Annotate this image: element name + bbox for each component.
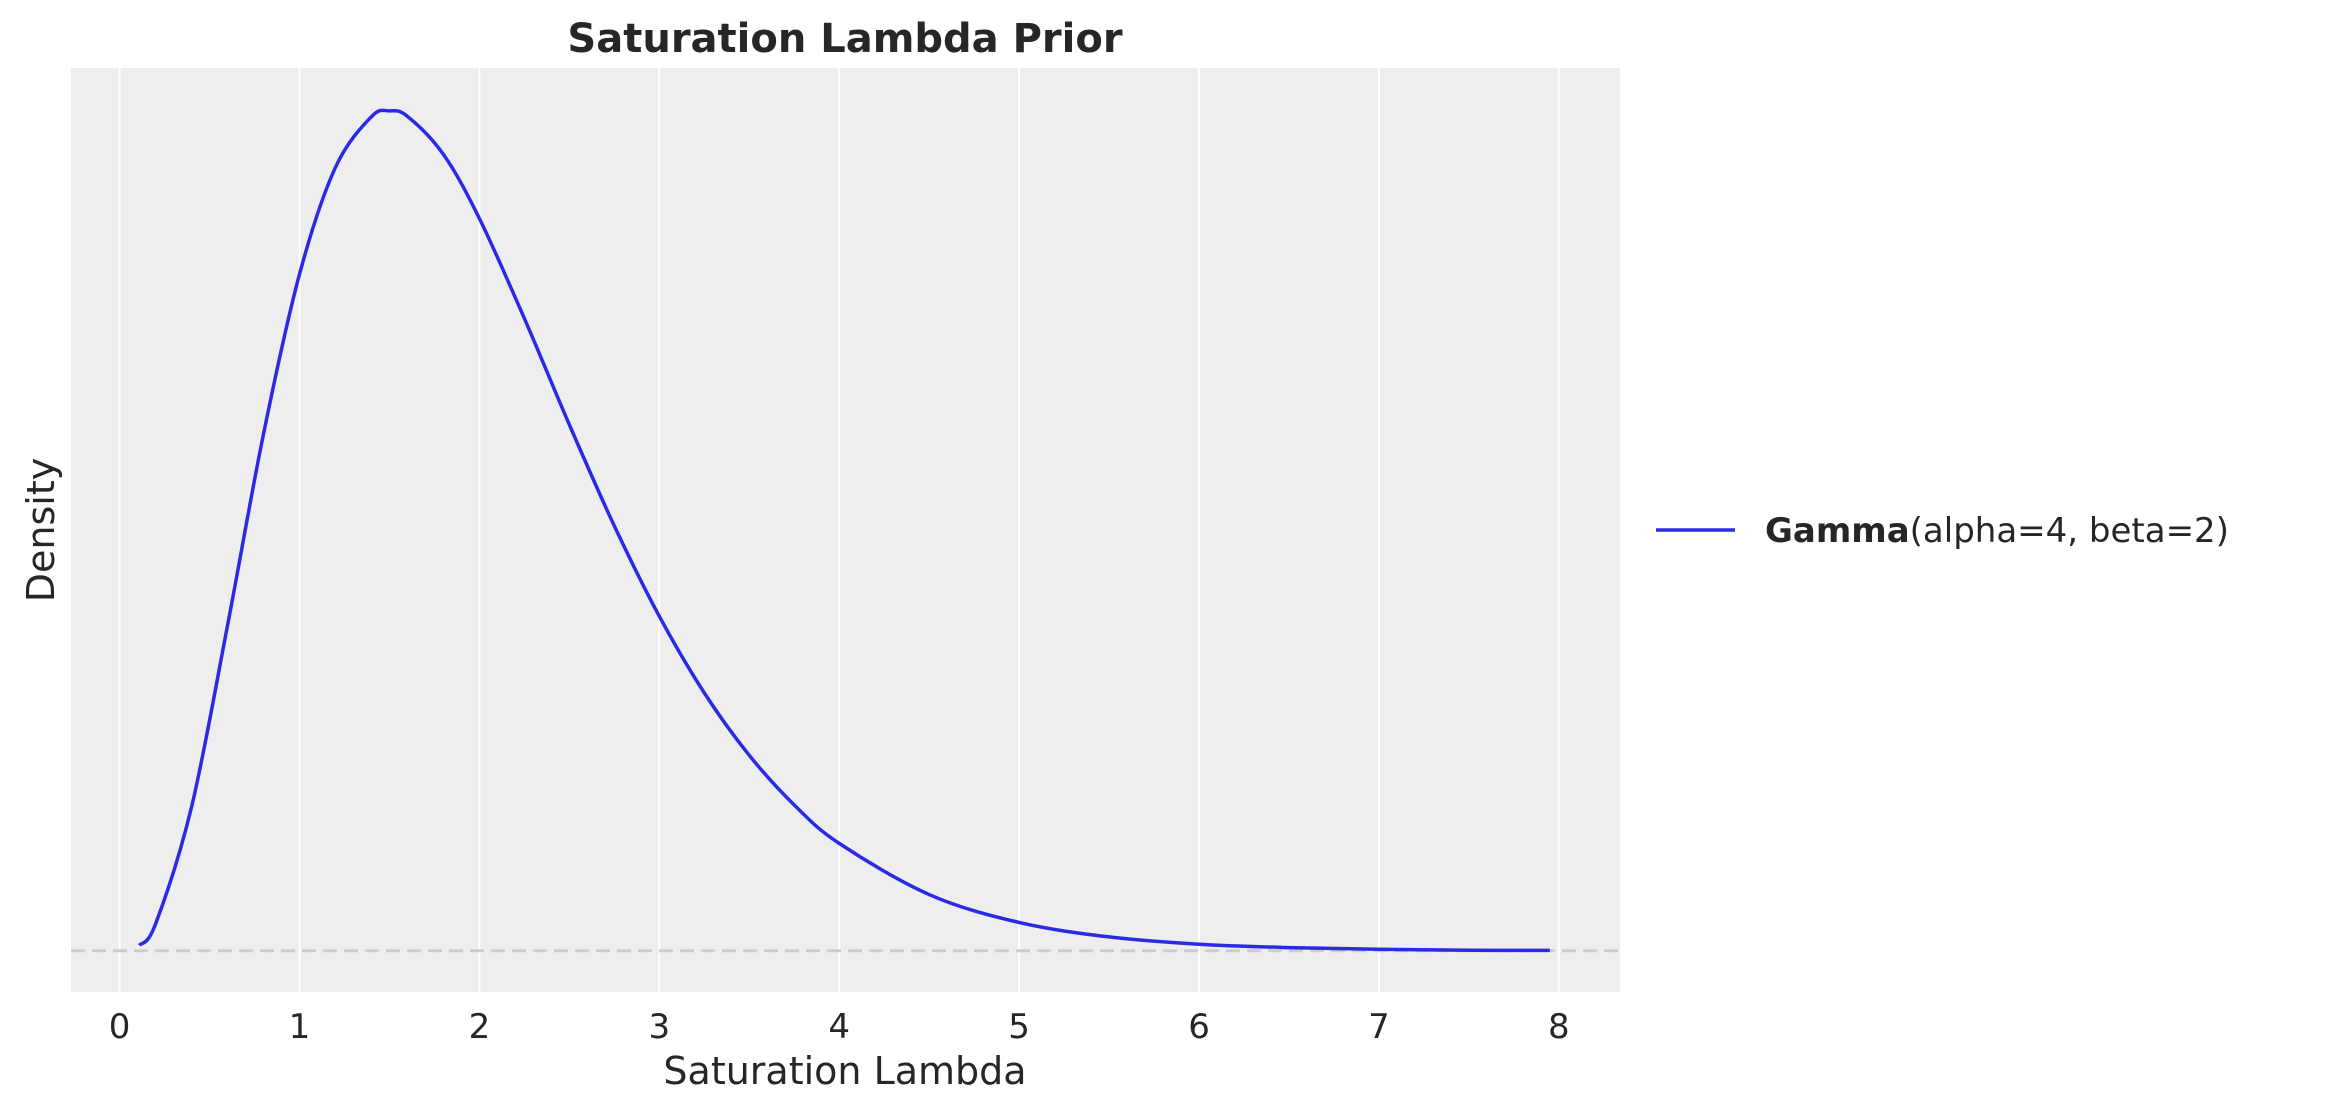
plot-area xyxy=(71,68,1620,992)
legend-label-bold: Gamma xyxy=(1765,511,1910,551)
x-tick-label: 6 xyxy=(1188,1007,1210,1047)
x-tick-label: 8 xyxy=(1548,1007,1570,1047)
series-line-gamma xyxy=(137,108,1550,953)
x-axis-label: Saturation Lambda xyxy=(663,1049,1026,1093)
legend: Gamma(alpha=4, beta=2) xyxy=(1656,511,2229,551)
x-tick-label: 7 xyxy=(1368,1007,1390,1047)
chart-title: Saturation Lambda Prior xyxy=(567,16,1122,62)
x-tick-label: 3 xyxy=(648,1007,670,1047)
x-tick-label: 5 xyxy=(1008,1007,1030,1047)
x-tick-label: 2 xyxy=(469,1007,491,1047)
legend-label-params: (alpha=4, beta=2) xyxy=(1910,511,2229,551)
y-axis-label: Density xyxy=(19,458,63,602)
x-tick-labels: 0 1 2 3 4 5 6 7 8 xyxy=(109,1007,1570,1047)
x-tick-label: 1 xyxy=(289,1007,311,1047)
x-tick-label: 4 xyxy=(828,1007,850,1047)
legend-label: Gamma(alpha=4, beta=2) xyxy=(1765,511,2229,551)
x-tick-label: 0 xyxy=(109,1007,131,1047)
